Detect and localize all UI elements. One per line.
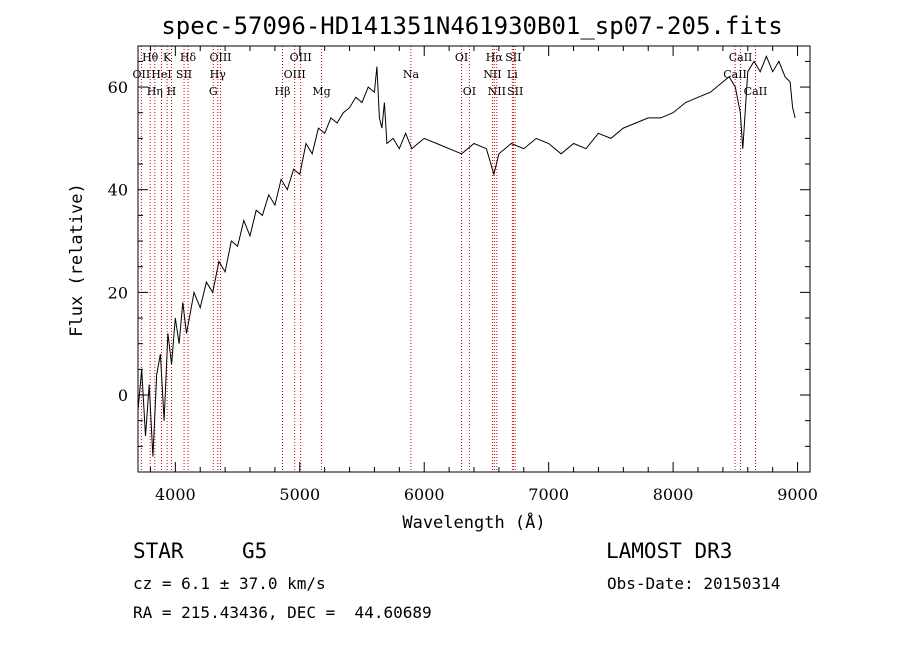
spectral-line-label: OIII	[209, 51, 231, 64]
spectral-line-label: Hη	[147, 85, 163, 98]
spectral-line-label: OIII	[284, 68, 306, 81]
x-axis-ticks: 4000 5000 6000 7000 8000 9000	[149, 46, 818, 504]
x-tick-label: 8000	[653, 485, 694, 504]
y-tick-label: 20	[108, 283, 128, 302]
spectral-line-label: Na	[403, 68, 420, 81]
spectral-line-labels: Hθ OII Hη HeI K H SII Hδ OIII Hγ G Hβ OIII OIII Mg Na OI…	[133, 51, 768, 98]
y-tick-label: 60	[108, 78, 128, 97]
x-axis-label: Wavelength (Å)	[402, 511, 545, 533]
spectral-line-label: CaII	[723, 68, 747, 81]
spectral-line-label: Hγ	[210, 68, 227, 81]
spectral-line-label: Hα	[486, 51, 504, 64]
spectral-line-label: SII	[507, 85, 523, 98]
spectral-line-label: NII	[483, 68, 501, 81]
y-axis-ticks: 0 20 40 60	[108, 60, 810, 473]
spectral-line-markers	[140, 46, 756, 472]
spectral-line-label: CaII	[744, 85, 768, 98]
spectral-line-label: Hβ	[275, 85, 291, 98]
spectral-line-label: SII	[176, 68, 192, 81]
spectral-line-label: OIII	[290, 51, 312, 64]
coordinates-readout: RA = 215.43436, DEC = 44.60689	[133, 603, 432, 622]
x-tick-label: 9000	[777, 485, 818, 504]
observation-date: Obs-Date: 20150314	[607, 574, 781, 593]
chart-title: spec-57096-HD141351N461930B01_sp07-205.f…	[161, 12, 782, 40]
spectral-line-label: OI	[455, 51, 468, 64]
spectrum-line	[137, 54, 796, 457]
spectrum-series	[137, 54, 796, 457]
spectral-line-label: HeI	[151, 68, 171, 81]
spectral-line-label: Mg	[312, 85, 330, 98]
spectral-line-label: Hδ	[180, 51, 197, 64]
x-tick-label: 5000	[279, 485, 320, 504]
object-type: STAR	[133, 539, 184, 563]
redshift-readout: cz = 6.1 ± 37.0 km/s	[133, 574, 326, 593]
x-tick-label: 6000	[404, 485, 445, 504]
survey-name: LAMOST DR3	[606, 539, 733, 563]
spectral-line-label: NII	[488, 85, 506, 98]
x-tick-label: 4000	[155, 485, 196, 504]
spectral-line-label: Li	[507, 68, 518, 81]
y-tick-label: 40	[108, 181, 128, 200]
spectral-line-label: SII	[505, 51, 521, 64]
x-tick-label: 7000	[528, 485, 569, 504]
spectral-line-label: K	[163, 51, 172, 64]
spectral-line-label: OII	[133, 68, 151, 81]
spectral-line-label: CaII	[729, 51, 753, 64]
y-axis-label: Flux (relative)	[67, 183, 87, 337]
plot-frame	[137, 45, 811, 473]
y-tick-label: 0	[118, 386, 128, 405]
spectral-line-label: OI	[463, 85, 476, 98]
spectral-line-label: G	[209, 85, 218, 98]
spectral-subclass: G5	[242, 539, 268, 563]
spectral-line-label: Hθ	[142, 51, 159, 64]
spectral-line-label: H	[167, 85, 177, 98]
